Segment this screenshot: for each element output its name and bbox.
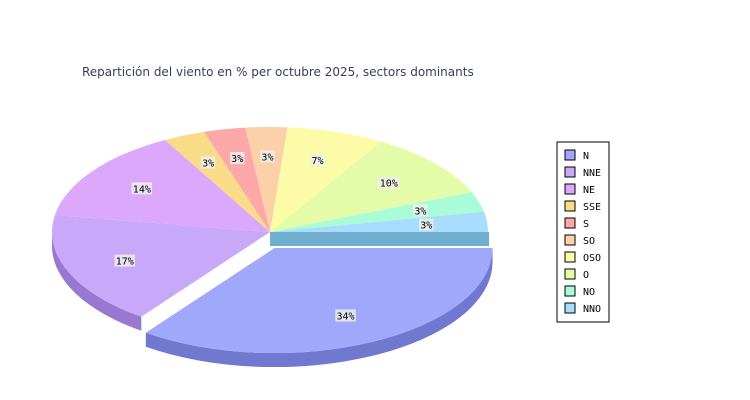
- legend-swatch-n: [564, 149, 576, 161]
- slice-n: [145, 248, 493, 354]
- legend-swatch-nne: [564, 166, 576, 178]
- slice-so: [245, 127, 288, 232]
- legend-label-s: S: [583, 219, 589, 230]
- data-label-nne: 17%: [116, 257, 134, 268]
- data-label-bg: [200, 156, 216, 169]
- data-label-ne: 14%: [133, 184, 151, 195]
- pie-data-labels: 34% 17% 14% 3% 3% 3% 7% 10% 3% 3%: [114, 150, 434, 322]
- data-label-bg: [413, 204, 428, 217]
- slice-ne: [54, 139, 270, 232]
- data-label-bg: [335, 309, 356, 322]
- data-label-o: 10%: [380, 179, 398, 190]
- legend-swatch-no: [564, 285, 576, 297]
- data-label-bg: [131, 182, 153, 195]
- legend-label-n: N: [583, 151, 589, 162]
- slice-no: [270, 192, 484, 232]
- legend-swatch-sse: [564, 200, 576, 212]
- slice-nno: [270, 211, 488, 232]
- legend-label-nne: NNE: [583, 168, 601, 179]
- data-label-sse: 3%: [202, 159, 214, 170]
- legend-label-so: SO: [583, 236, 595, 247]
- data-label-bg: [378, 176, 400, 189]
- data-label-so: 3%: [261, 152, 273, 163]
- slice-sse: [165, 131, 270, 232]
- data-label-oso: 7%: [312, 156, 324, 167]
- legend-swatch-nno: [564, 302, 576, 314]
- legend-swatch-oso: [564, 251, 576, 263]
- legend-swatch-o: [564, 268, 576, 280]
- data-label-bg: [114, 254, 136, 267]
- slice-s: [203, 127, 270, 232]
- legend: N NNE NE SSE S SO OSO O NO NNO: [556, 141, 610, 323]
- data-label-bg: [419, 218, 434, 231]
- data-label-nno: 3%: [420, 221, 432, 232]
- legend-label-nno: NNO: [583, 304, 601, 315]
- slice-nne: [51, 215, 270, 317]
- data-label-bg: [310, 153, 325, 166]
- legend-swatch-s: [564, 217, 576, 229]
- data-label-bg: [230, 152, 245, 165]
- slice-side-nne: [51, 232, 142, 331]
- legend-label-no: NO: [583, 287, 595, 298]
- slice-oso: [270, 127, 382, 232]
- slice-cut-band: [270, 232, 489, 246]
- slice-o: [270, 141, 472, 232]
- pie-slices: [51, 127, 493, 354]
- legend-label-ne: NE: [583, 185, 595, 196]
- legend-swatch-so: [564, 234, 576, 246]
- legend-label-oso: OSO: [583, 253, 601, 264]
- data-label-n: 34%: [337, 311, 355, 322]
- data-label-s: 3%: [231, 154, 243, 165]
- legend-label-sse: SSE: [583, 202, 601, 213]
- chart-title: Repartición del viento en % per octubre …: [82, 65, 474, 79]
- legend-swatch-ne: [564, 183, 576, 195]
- slice-side-n: [145, 248, 493, 368]
- data-label-bg: [260, 150, 275, 163]
- legend-label-o: O: [583, 270, 589, 281]
- data-label-no: 3%: [414, 206, 426, 217]
